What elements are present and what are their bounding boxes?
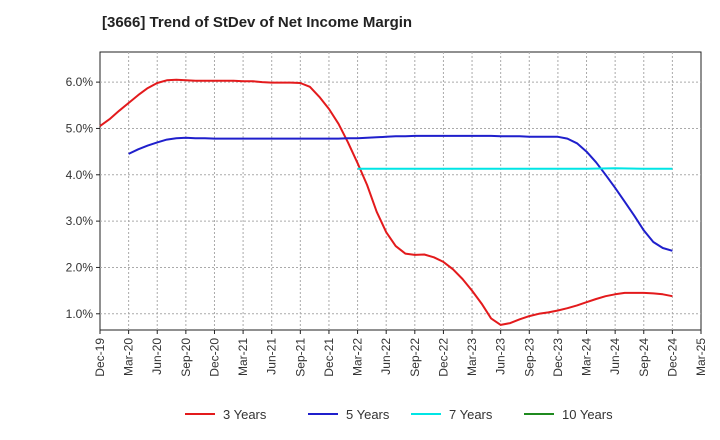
x-tick-label: Mar-23 xyxy=(465,338,479,376)
x-tick-label: Sep-22 xyxy=(408,338,422,377)
series-line-3-years xyxy=(99,78,673,326)
x-tick-label: Mar-24 xyxy=(580,338,594,376)
series-line-5-years xyxy=(128,134,673,252)
x-tick-label: Sep-21 xyxy=(293,338,307,377)
x-tick-label: Dec-23 xyxy=(551,338,565,377)
x-tick-label: Jun-22 xyxy=(379,338,393,375)
x-tick-label: Sep-20 xyxy=(179,338,193,377)
y-tick-label: 4.0% xyxy=(66,168,94,182)
series-line-7-years xyxy=(357,167,673,170)
legend-label: 7 Years xyxy=(449,407,493,422)
x-tick-label: Dec-24 xyxy=(665,338,679,377)
x-tick-label: Mar-22 xyxy=(351,338,365,376)
x-tick-label: Sep-24 xyxy=(637,338,651,377)
x-tick-label: Dec-22 xyxy=(436,338,450,377)
y-tick-label: 6.0% xyxy=(66,75,94,89)
x-tick-label: Mar-20 xyxy=(122,338,136,376)
x-tick-label: Jun-21 xyxy=(265,338,279,375)
y-tick-label: 2.0% xyxy=(66,260,94,274)
legend-label: 3 Years xyxy=(223,407,267,422)
y-tick-label: 3.0% xyxy=(66,214,94,228)
x-tick-label: Jun-23 xyxy=(494,338,508,375)
x-tick-label: Sep-23 xyxy=(522,338,536,377)
y-tick-label: 5.0% xyxy=(66,121,94,135)
legend-label: 5 Years xyxy=(346,407,390,422)
x-tick-label: Mar-21 xyxy=(236,338,250,376)
plot-area xyxy=(99,51,702,331)
chart-title: [3666] Trend of StDev of Net Income Marg… xyxy=(102,14,413,31)
x-tick-label: Dec-21 xyxy=(322,338,336,377)
x-tick-label: Dec-19 xyxy=(93,338,107,377)
x-tick-label: Jun-20 xyxy=(150,338,164,375)
legend-label: 10 Years xyxy=(562,407,613,422)
y-tick-label: 1.0% xyxy=(66,307,94,321)
x-tick-label: Mar-25 xyxy=(694,338,708,376)
x-tick-label: Jun-24 xyxy=(608,338,622,375)
x-tick-label: Dec-20 xyxy=(207,338,221,377)
